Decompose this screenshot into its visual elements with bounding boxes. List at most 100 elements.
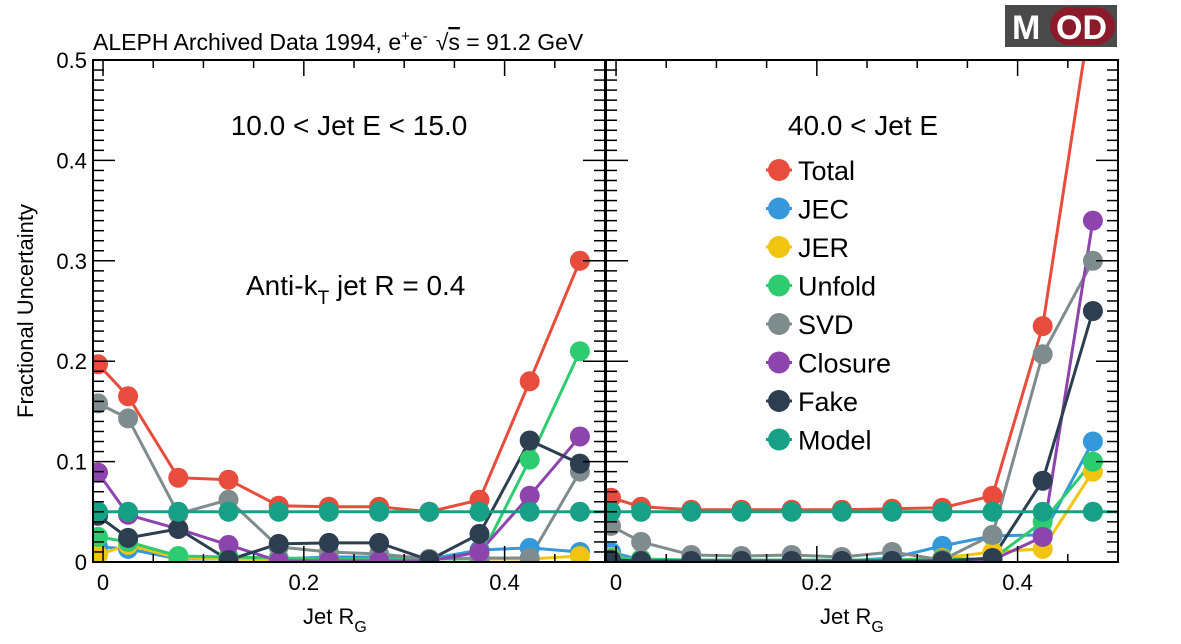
x-axis-title-right-sub: G (871, 619, 883, 636)
data-point-svd-right-10 (1082, 250, 1103, 271)
data-point-fake-right-8 (982, 548, 1003, 562)
data-point-fake-left-9 (519, 430, 540, 451)
data-point-fake-right-4 (781, 551, 802, 562)
data-point-model-right-2 (681, 501, 702, 522)
data-point-jec-right-10 (1082, 431, 1103, 452)
data-point-closure-left-5 (318, 551, 339, 562)
x-tick-label-right: 0 (610, 570, 622, 595)
y-tick-label: 0.2 (56, 349, 87, 374)
legend-label-jer: JER (798, 233, 849, 263)
figure-header: ALEPH Archived Data 1994, e+e- √s = 91.2 … (93, 28, 584, 55)
y-axis-title: Fractional Uncertainty (13, 204, 38, 418)
data-point-model-left-4 (268, 501, 289, 522)
data-point-closure-right-10 (1082, 210, 1103, 231)
data-point-fake-left-7 (419, 550, 440, 562)
legend-label-closure: Closure (798, 349, 891, 379)
legend-marker-svd (768, 313, 790, 335)
data-point-model-right-1 (631, 501, 652, 522)
data-point-model-right-7 (932, 501, 953, 522)
header-mid: e (410, 29, 423, 55)
data-point-total-left-9 (519, 371, 540, 392)
data-point-svd-left-1 (118, 408, 139, 429)
data-point-fake-left-4 (268, 533, 289, 554)
data-point-fake-right-9 (1032, 470, 1053, 491)
legend-marker-jer (768, 236, 790, 258)
data-point-unfold-left-0 (93, 526, 108, 547)
data-point-total-left-3 (218, 469, 239, 490)
data-point-fake-left-8 (469, 523, 490, 544)
data-point-fake-left-2 (168, 518, 189, 539)
ticks-left: 0 0.2 0.4 0 0.1 0.2 0.3 0.4 0.5 (56, 48, 605, 595)
data-point-svd-right-8 (982, 524, 1003, 545)
data-point-closure-left-3 (218, 534, 239, 555)
header-s: s (448, 29, 460, 55)
data-point-fake-right-5 (831, 551, 852, 562)
x-axis-title-left-sub: G (354, 619, 366, 636)
data-point-fake-right-2 (681, 551, 702, 562)
data-point-fake-right-7 (932, 551, 953, 562)
data-point-closure-left-10 (569, 426, 590, 447)
data-point-unfold-left-9 (519, 449, 540, 470)
y-tick-label: 0.3 (56, 249, 87, 274)
panel-right: 0 0.2 0.4 40.0 < Jet E Total JEC JER Unfold SV… (605, 59, 1119, 595)
data-point-model-left-8 (469, 501, 490, 522)
mod-logo: M OD (1005, 5, 1117, 47)
data-point-unfold-right-10 (1082, 451, 1103, 472)
plot-frame-right (605, 59, 1119, 563)
data-point-model-left-6 (369, 501, 390, 522)
data-point-closure-right-9 (1032, 526, 1053, 547)
data-point-total-left-0 (93, 354, 108, 375)
header-sqrt: √ (436, 29, 449, 55)
data-point-fake-right-3 (731, 551, 752, 562)
data-point-fake-right-1 (631, 551, 652, 562)
data-point-svd-left-9 (519, 548, 540, 562)
data-point-closure-left-8 (469, 542, 490, 562)
header-prefix: ALEPH Archived Data 1994, e (93, 29, 401, 55)
data-point-model-right-8 (982, 501, 1003, 522)
annotation-rest: jet R = 0.4 (329, 270, 465, 301)
data-point-model-left-9 (519, 501, 540, 522)
x-tick-label-left: 0.4 (489, 570, 520, 595)
x-tick-label-left: 0.2 (289, 570, 320, 595)
annotation-sub: T (318, 288, 330, 309)
header-sup-minus: - (423, 28, 428, 45)
data-point-fake-right-10 (1082, 301, 1103, 321)
legend-label-total: Total (798, 156, 855, 186)
y-tick-label: 0 (75, 550, 87, 575)
annotation-main: Anti-k (246, 270, 319, 301)
logo-text-m: M (1012, 9, 1040, 47)
series-line-jec-right (610, 440, 1095, 562)
legend-marker-unfold (768, 274, 790, 297)
data-point-model-left-10 (569, 501, 590, 522)
legend-marker-total (768, 159, 790, 181)
data-point-model-right-3 (731, 501, 752, 522)
data-point-closure-left-4 (268, 551, 289, 562)
data-point-model-left-3 (218, 501, 239, 522)
legend-label-unfold: Unfold (798, 272, 876, 302)
data-point-model-left-5 (318, 501, 339, 522)
data-point-svd-left-0 (93, 393, 108, 414)
jet-algo-annotation: Anti-kT jet R = 0.4 (246, 270, 465, 309)
data-point-model-right-6 (882, 501, 903, 522)
panel-title-right: 40.0 < Jet E (788, 110, 938, 141)
logo-text-od: OD (1056, 9, 1107, 47)
y-tick-label: 0.1 (56, 450, 87, 475)
logo-accent (1050, 7, 1115, 45)
data-point-closure-left-6 (369, 551, 390, 562)
series-group-left (93, 250, 605, 562)
legend: Total JEC JER Unfold SVD Closure Fake Model (766, 156, 891, 456)
data-point-svd-right-1 (631, 531, 652, 552)
data-point-total-left-2 (168, 467, 189, 488)
data-point-closure-left-0 (93, 462, 108, 483)
data-point-fake-left-1 (118, 527, 139, 548)
data-point-fake-left-3 (218, 550, 239, 562)
data-point-fake-left-5 (318, 532, 339, 553)
x-tick-label-right: 0.2 (802, 570, 833, 595)
header-sup-plus: + (401, 28, 410, 45)
legend-label-fake: Fake (798, 387, 858, 417)
legend-label-svd: SVD (798, 310, 854, 340)
data-point-model-right-10 (1082, 501, 1103, 522)
data-point-model-left-1 (118, 501, 139, 522)
y-tick-label: 0.5 (56, 48, 87, 73)
